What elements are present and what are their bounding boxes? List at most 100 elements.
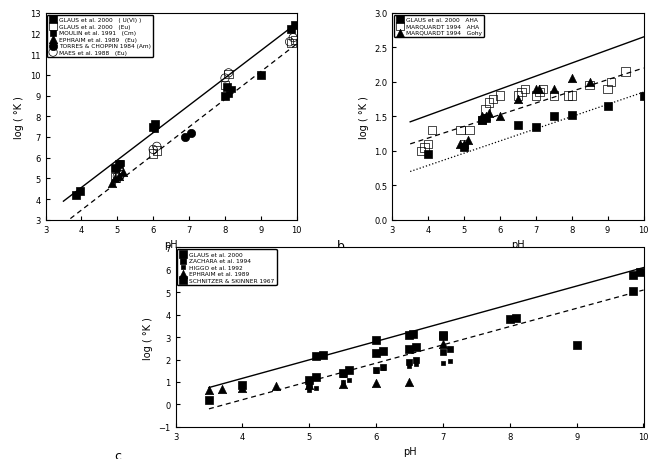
GLAUS et al. 2000   ( U(VI) ) — [71, 192, 81, 199]
ZACHARA et al. 1994 — [445, 346, 455, 353]
EPHRAIM et al. 1989   (Eu) — [118, 169, 128, 176]
MAES et al. 1988   (Eu) — [116, 171, 126, 179]
MARQUARDT 1994   AHA — [620, 68, 630, 76]
SCHNITZER & SKINNER 1967 — [337, 369, 348, 377]
MAES et al. 1988   (Eu) — [224, 70, 234, 77]
GLAUS et al. 2000 — [371, 337, 382, 344]
GLAUS et al. 2000   AHA — [513, 122, 523, 129]
GLAUS et al. 2000   ( U(VI) ) — [74, 188, 85, 195]
GLAUS et al. 2000   ( U(VI) ) — [255, 72, 266, 79]
GLAUS et al. 2000   AHA — [459, 144, 469, 151]
GLAUS et al. 2000 — [504, 316, 515, 323]
GLAUS et al. 2000   AHA — [423, 151, 434, 159]
EPHRAIM et al. 1989 — [304, 382, 315, 389]
MARQUARDT 1994   Gohy — [513, 96, 523, 104]
MARQUARDT 1994   Gohy — [495, 113, 505, 121]
EPHRAIM et al. 1989 — [371, 380, 382, 387]
MARQUARDT 1994   Gohy — [530, 86, 541, 93]
SCHNITZER & SKINNER 1967 — [237, 382, 248, 389]
MARQUARDT 1994   Gohy — [484, 110, 495, 117]
GLAUS et al. 2000   ( U(VI) ) — [111, 165, 121, 172]
GLAUS et al. 2000 — [512, 315, 522, 322]
EPHRAIM et al. 1989 — [404, 378, 415, 386]
MARQUARDT 1994   AHA — [455, 127, 465, 134]
ZACHARA et al. 1994 — [304, 382, 315, 389]
GLAUS et al. 2000   (Eu) — [111, 174, 121, 182]
MARQUARDT 1994   AHA — [416, 148, 426, 155]
MARQUARDT 1994   AHA — [606, 79, 616, 86]
HIGGO et al. 1992 — [304, 386, 315, 394]
SCHNITZER & SKINNER 1967 — [378, 347, 388, 354]
GLAUS et al. 2000   AHA — [638, 93, 649, 100]
EPHRAIM et al. 1989 — [203, 386, 214, 394]
GLAUS et al. 2000 — [571, 341, 582, 349]
SCHNITZER & SKINNER 1967 — [304, 376, 315, 384]
GLAUS et al. 2000   ( U(VI) ) — [290, 22, 300, 30]
EPHRAIM et al. 1989 — [237, 384, 248, 392]
GLAUS et al. 2000   ( U(VI) ) — [114, 161, 124, 168]
EPHRAIM et al. 1989 — [437, 341, 448, 348]
SCHNITZER & SKINNER 1967 — [404, 346, 415, 353]
Y-axis label: log ( °K ): log ( °K ) — [143, 316, 153, 359]
MARQUARDT 1994   Gohy — [462, 138, 473, 145]
GLAUS et al. 2000   (Eu) — [151, 147, 162, 155]
GLAUS et al. 2000 — [629, 272, 639, 280]
MAES et al. 1988   (Eu) — [151, 143, 162, 151]
GLAUS et al. 2000   (Eu) — [220, 83, 230, 90]
MAES et al. 1988   (Eu) — [285, 39, 295, 46]
HIGGO et al. 1992 — [337, 378, 348, 386]
MARQUARDT 1994   AHA — [484, 100, 495, 107]
GLAUS et al. 2000   AHA — [480, 115, 491, 123]
X-axis label: pH: pH — [164, 240, 178, 250]
MARQUARDT 1994   AHA — [495, 93, 505, 100]
GLAUS et al. 2000 — [317, 352, 328, 359]
MOULIN et al. 1991   (Cm) — [224, 91, 234, 98]
GLAUS et al. 2000 — [404, 331, 415, 339]
MARQUARDT 1994   AHA — [480, 106, 491, 114]
EPHRAIM et al. 1989   (Eu) — [107, 179, 117, 187]
GLAUS et al. 2000   AHA — [567, 112, 577, 119]
HIGGO et al. 1992 — [371, 367, 382, 375]
GLAUS et al. 2000 — [311, 353, 321, 360]
GLAUS et al. 2000 — [408, 330, 418, 338]
MAES et al. 1988   (Eu) — [148, 146, 159, 154]
ZACHARA et al. 1994 — [437, 348, 448, 356]
ZACHARA et al. 1994 — [337, 370, 348, 378]
MAES et al. 1988   (Eu) — [288, 35, 298, 42]
MARQUARDT 1994   Gohy — [455, 141, 465, 148]
Y-axis label: log ( °K ): log ( °K ) — [14, 95, 25, 139]
HIGGO et al. 1992 — [411, 360, 421, 368]
TORRES & CHOPPIN 1984 (Am) — [186, 130, 196, 137]
MARQUARDT 1994   AHA — [603, 86, 613, 93]
ZACHARA et al. 1994 — [411, 356, 421, 364]
EPHRAIM et al. 1989 — [337, 381, 348, 388]
SCHNITZER & SKINNER 1967 — [344, 366, 354, 374]
Y-axis label: log ( °K ): log ( °K ) — [359, 95, 369, 139]
MOULIN et al. 1991   (Cm) — [112, 165, 122, 172]
TORRES & CHOPPIN 1984 (Am) — [180, 134, 190, 141]
MARQUARDT 1994   AHA — [459, 141, 469, 148]
MARQUARDT 1994   Gohy — [584, 79, 595, 86]
ZACHARA et al. 1994 — [378, 364, 388, 371]
MARQUARDT 1994   Gohy — [567, 75, 577, 83]
SCHNITZER & SKINNER 1967 — [411, 344, 421, 351]
GLAUS et al. 2000   ( U(VI) ) — [220, 93, 230, 100]
MARQUARDT 1994   AHA — [534, 89, 545, 97]
MOULIN et al. 1991   (Cm) — [227, 86, 237, 94]
GLAUS et al. 2000 — [437, 331, 448, 339]
Legend: GLAUS et al. 2000   AHA, MARQUARDT 1994   AHA, MARQUARDT 1994   Gohy: GLAUS et al. 2000 AHA, MARQUARDT 1994 AH… — [394, 16, 484, 38]
HIGGO et al. 1992 — [404, 363, 415, 370]
SCHNITZER & SKINNER 1967 — [371, 349, 382, 357]
MARQUARDT 1994   AHA — [419, 144, 430, 151]
MARQUARDT 1994   AHA — [477, 117, 488, 124]
GLAUS et al. 2000   (Eu) — [114, 171, 124, 179]
GLAUS et al. 2000   ( U(VI) ) — [150, 121, 160, 128]
X-axis label: pH: pH — [511, 240, 525, 250]
MOULIN et al. 1991   (Cm) — [150, 126, 160, 133]
SCHNITZER & SKINNER 1967 — [437, 333, 448, 340]
MAES et al. 1988   (Eu) — [112, 173, 122, 180]
EPHRAIM et al. 1989 — [270, 383, 281, 390]
Legend: GLAUS et al. 2000, ZACHARA et al. 1994, HIGGO et al. 1992, EPHRAIM et al. 1989, : GLAUS et al. 2000, ZACHARA et al. 1994, … — [177, 250, 276, 285]
GLAUS et al. 2000   ( U(VI) ) — [222, 84, 232, 92]
EPHRAIM et al. 1989 — [217, 385, 228, 392]
